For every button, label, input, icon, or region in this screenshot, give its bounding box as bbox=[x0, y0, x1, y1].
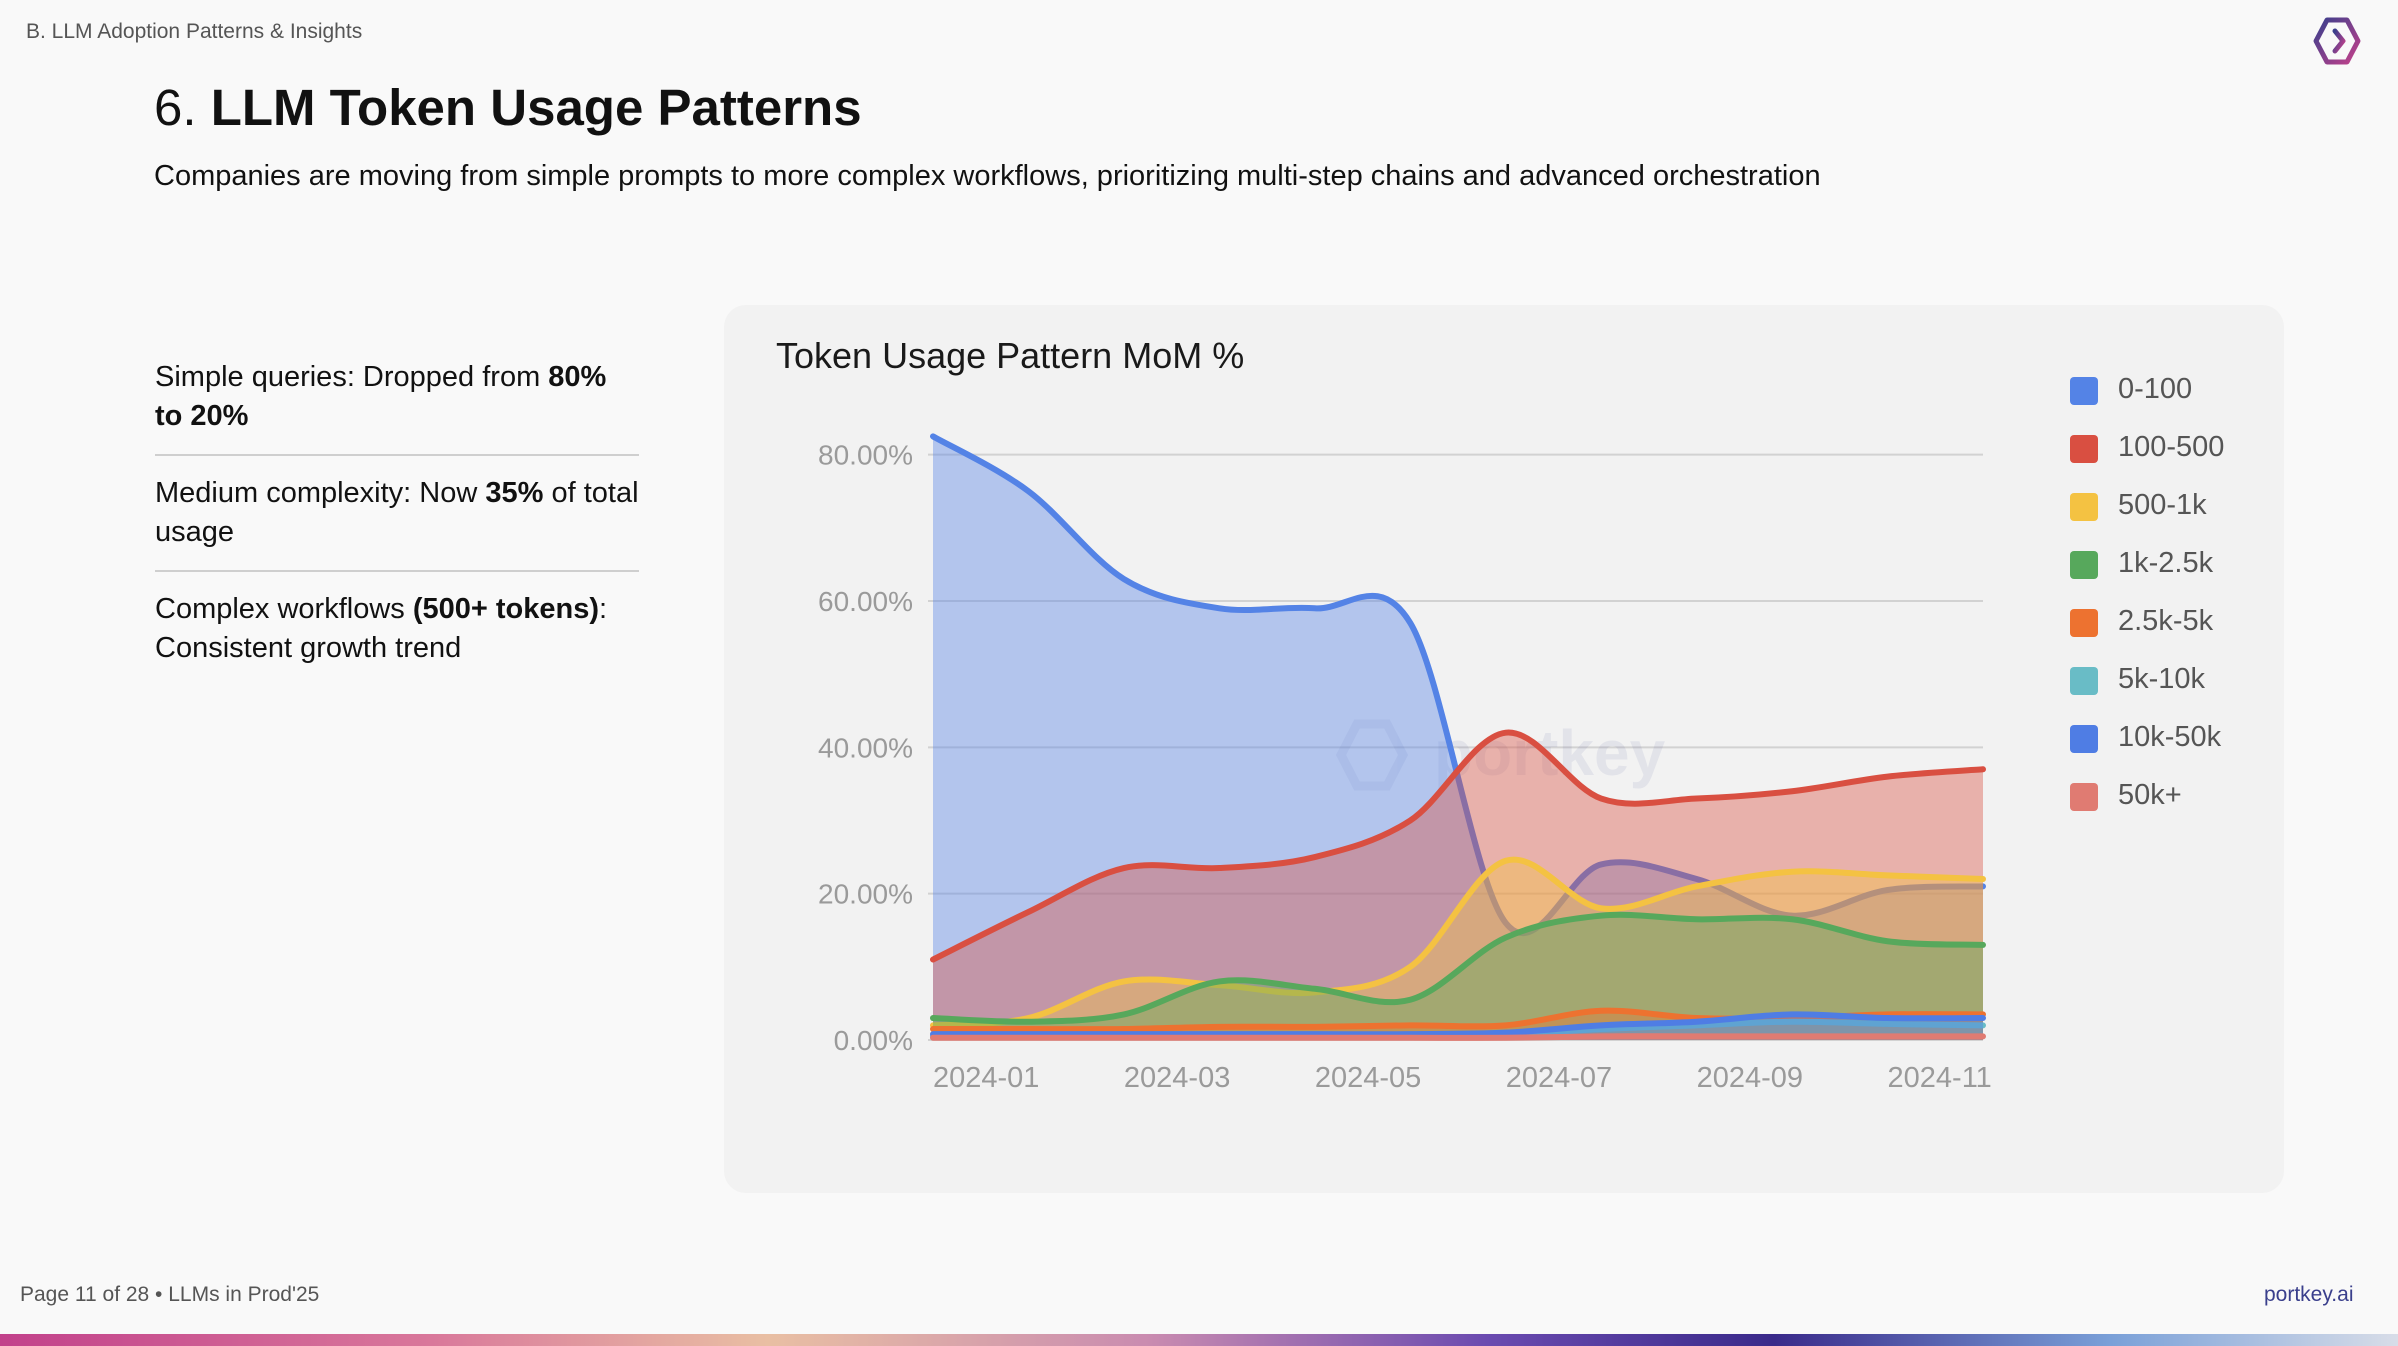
chart-title: Token Usage Pattern MoM % bbox=[776, 335, 1245, 376]
insight-text: Complex workflows bbox=[155, 593, 413, 625]
gradient-bar bbox=[0, 1334, 2398, 1346]
x-tick-label: 2024-03 bbox=[1124, 1062, 1230, 1094]
x-tick-label: 2024-09 bbox=[1697, 1062, 1803, 1094]
legend-label: 1k-2.5k bbox=[2118, 547, 2214, 579]
page-title: 6. LLM Token Usage Patterns bbox=[154, 78, 862, 137]
legend-label: 50k+ bbox=[2118, 779, 2182, 811]
legend-label: 500-1k bbox=[2118, 489, 2207, 521]
legend-label: 0-100 bbox=[2118, 373, 2193, 405]
series-line bbox=[930, 856, 1986, 1029]
x-tick-label: 2024-11 bbox=[1888, 1062, 1992, 1094]
insight-highlight: (500+ tokens) bbox=[412, 593, 600, 625]
series-line bbox=[930, 1033, 1986, 1041]
portkey-logo-icon bbox=[2313, 17, 2361, 65]
watermark-logo-icon bbox=[1335, 719, 1409, 791]
x-tick-label: 2024-01 bbox=[933, 1062, 1039, 1094]
legend-swatch bbox=[2070, 377, 2098, 405]
y-tick-label: 40.00% bbox=[818, 732, 913, 763]
series-line bbox=[930, 1011, 1986, 1038]
page-subtitle: Companies are moving from simple prompts… bbox=[154, 160, 1821, 192]
y-tick-label: 80.00% bbox=[818, 440, 913, 471]
legend-swatch bbox=[2070, 551, 2098, 579]
title-main: LLM Token Usage Patterns bbox=[210, 79, 862, 136]
insight-highlight: 35% bbox=[485, 477, 544, 509]
series-line bbox=[930, 911, 1986, 1025]
series-area bbox=[933, 914, 1983, 1040]
insight-item: Medium complexity: Now 35% of total usag… bbox=[155, 474, 639, 572]
insight-highlight: 80% to 20% bbox=[155, 361, 607, 432]
brand-link[interactable]: portkey.ai bbox=[2264, 1283, 2354, 1306]
series-area bbox=[933, 859, 1983, 1040]
title-number: 6. bbox=[154, 79, 197, 136]
legend-label: 10k-50k bbox=[2118, 721, 2222, 753]
x-tick-label: 2024-07 bbox=[1506, 1062, 1612, 1094]
insight-text: Simple queries: Dropped from bbox=[155, 361, 549, 393]
legend-swatch bbox=[2070, 435, 2098, 463]
section-label: B. LLM Adoption Patterns & Insights bbox=[26, 20, 363, 43]
legend-label: 2.5k-5k bbox=[2118, 605, 2214, 637]
series-line bbox=[930, 1007, 1986, 1033]
x-tick-label: 2024-05 bbox=[1315, 1062, 1421, 1094]
legend-label: 5k-10k bbox=[2118, 663, 2206, 695]
series-line bbox=[930, 729, 1986, 963]
legend-label: 100-500 bbox=[2118, 431, 2225, 463]
insight-item: Complex workflows (500+ tokens): Consist… bbox=[155, 590, 639, 686]
legend-swatch bbox=[2070, 667, 2098, 695]
page-info: Page 11 of 28 • LLMs in Prod'25 bbox=[20, 1283, 320, 1306]
legend-swatch bbox=[2070, 725, 2098, 753]
legend-swatch bbox=[2070, 493, 2098, 521]
token-usage-chart: 0.00%20.00%40.00%60.00%80.00%portkey2024… bbox=[818, 433, 1992, 1094]
legend-swatch bbox=[2070, 783, 2098, 811]
series-area bbox=[933, 732, 1983, 1040]
y-tick-label: 20.00% bbox=[818, 879, 913, 910]
legend-swatch bbox=[2070, 609, 2098, 637]
insight-text: : Consistent growth trend bbox=[155, 593, 608, 664]
insight-text: Medium complexity: Now bbox=[155, 477, 486, 509]
insight-item: Simple queries: Dropped from 80% to 20% bbox=[155, 358, 639, 456]
series-line bbox=[930, 433, 1986, 936]
y-tick-label: 0.00% bbox=[834, 1025, 913, 1056]
chart-card: Token Usage Pattern MoM % 0.00% 20.00% 40.… bbox=[724, 305, 2284, 1193]
y-tick-label: 60.00% bbox=[818, 586, 913, 617]
insights-list: Simple queries: Dropped from 80% to 20% … bbox=[155, 358, 639, 704]
insight-text: of total usage bbox=[155, 477, 639, 548]
